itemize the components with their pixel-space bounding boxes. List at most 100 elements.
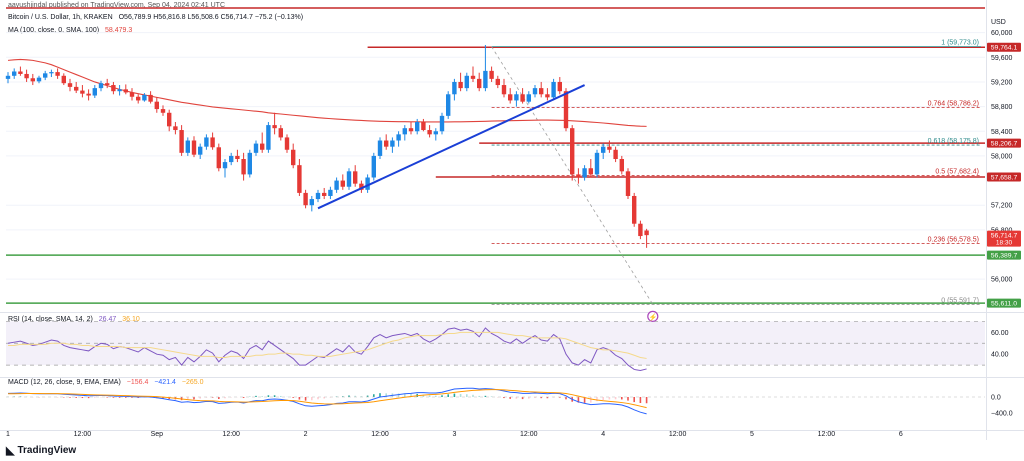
candle-body — [12, 71, 17, 76]
price-badge-label: 56,389.7 — [991, 253, 1018, 260]
candle-body — [427, 130, 432, 135]
candle-body — [260, 143, 265, 150]
candle-body — [136, 96, 141, 101]
time-tick-label: 12:00 — [371, 431, 389, 438]
price-badge-label: 58,206.7 — [991, 141, 1018, 148]
candle-body — [421, 122, 426, 131]
candle-body — [619, 159, 624, 172]
price-badge — [987, 250, 1021, 260]
candle-body — [154, 101, 159, 110]
price-badge-time: 18:30 — [996, 240, 1013, 247]
candle-body — [526, 94, 531, 102]
axis-currency: USD — [991, 19, 1006, 26]
logo-text: TradingView — [17, 445, 77, 456]
candle-body — [253, 143, 259, 153]
ma-legend[interactable]: MA (100, close, 0, SMA, 100) 58,479.3 — [8, 27, 136, 34]
time-tick-label: 12:00 — [74, 431, 92, 438]
candle-body — [446, 94, 451, 116]
macd-signal-value: −265.0 — [181, 379, 204, 386]
rsi-tick-label: 40.00 — [991, 352, 1009, 359]
price-badge-label: 55,611.0 — [991, 301, 1017, 308]
candle-body — [36, 77, 42, 82]
candle-body — [204, 137, 209, 147]
rsi-ma-line — [8, 331, 647, 359]
candle-body — [328, 189, 333, 196]
candle-body — [334, 180, 339, 190]
candle-body — [458, 81, 463, 89]
candle-body — [297, 165, 302, 193]
candle-body — [495, 78, 500, 86]
time-axis[interactable]: 1 12:00 Sep 12:00 2 12:00 3 12:00 4 12:00 5 12:00 6 — [6, 431, 903, 438]
price-badge — [987, 42, 1021, 52]
rsi-band — [6, 321, 985, 366]
rsi-value: 26.47 — [98, 316, 117, 323]
candle-body — [483, 70, 488, 89]
candle-body — [67, 83, 73, 87]
price-tick-label: 58,400 — [991, 129, 1013, 136]
candle-body — [353, 171, 358, 184]
fib-level-label: 0.618 (58,175.8) — [928, 138, 979, 145]
time-tick-label: 5 — [750, 431, 754, 438]
candle-body — [105, 83, 110, 86]
candle-body — [173, 126, 178, 131]
candle-body — [632, 195, 637, 224]
symbol-name[interactable]: Bitcoin / U.S. Dollar, 1h, KRAKEN — [8, 14, 113, 21]
horizontal-levels[interactable] — [6, 7, 985, 304]
candle-body — [229, 155, 234, 163]
fib-level-label: 0.5 (57,682.4) — [935, 168, 979, 175]
candle-body — [396, 134, 401, 141]
candle-body — [241, 159, 246, 175]
candle-body — [489, 70, 494, 79]
time-tick-label: 3 — [452, 431, 456, 438]
candle-body — [129, 92, 135, 97]
price-tick-label: 57,200 — [991, 203, 1013, 210]
tradingview-logo: ◣ TradingView — [6, 444, 76, 457]
candle-body — [452, 81, 457, 95]
candle-body — [594, 152, 600, 175]
grid — [0, 0, 1024, 440]
candle-body — [55, 72, 60, 76]
candle-body — [545, 94, 550, 98]
candle-body — [613, 149, 618, 159]
time-tick-label: 12:00 — [222, 431, 240, 438]
time-tick-label: 1 — [6, 431, 10, 438]
time-tick-label: 12:00 — [818, 431, 836, 438]
macd-pane — [6, 387, 985, 415]
macd-signal-line — [7, 389, 647, 409]
candle-body — [340, 180, 345, 187]
candle-body — [607, 146, 612, 150]
price-badge-label: 56,714.7 — [991, 233, 1018, 240]
time-tick-label: 6 — [899, 431, 903, 438]
candle-body — [532, 88, 538, 95]
price-axis[interactable]: USD 60,000 59,600 59,200 58,800 58,400 58,000 5… — [987, 19, 1021, 418]
candle-body — [266, 125, 271, 150]
macd-legend[interactable]: MACD (12, 26, close, 9, EMA, EMA) −156.4… — [8, 379, 208, 386]
alert-icon — [647, 310, 659, 322]
candle-body — [235, 155, 240, 159]
candle-body — [315, 192, 321, 200]
candle-body — [464, 75, 469, 89]
candle-body — [5, 75, 11, 79]
rsi-ma-value: 36.10 — [122, 316, 140, 323]
candle-body — [470, 75, 476, 79]
candle-body — [508, 94, 513, 101]
candle-body — [98, 83, 104, 89]
tradingview-logo-icon: ◣ — [6, 445, 15, 457]
candle-body — [148, 94, 153, 102]
rsi-legend[interactable]: RSI (14, close, SMA, 14, 2) 26.47 36.10 — [8, 316, 144, 323]
candle-body — [179, 130, 184, 153]
candle-body — [117, 89, 122, 92]
candle-body — [402, 128, 407, 135]
candle-body — [514, 94, 519, 101]
candle-body — [601, 146, 606, 153]
candle-body — [198, 146, 203, 155]
candle-body — [551, 81, 556, 98]
candle-body — [582, 168, 587, 178]
candle-body — [111, 85, 116, 92]
candle-body — [346, 171, 352, 187]
price-badge — [987, 172, 1021, 182]
price-tick-label: 58,800 — [991, 104, 1013, 111]
trendline[interactable] — [317, 84, 586, 210]
candle-body — [477, 78, 482, 89]
